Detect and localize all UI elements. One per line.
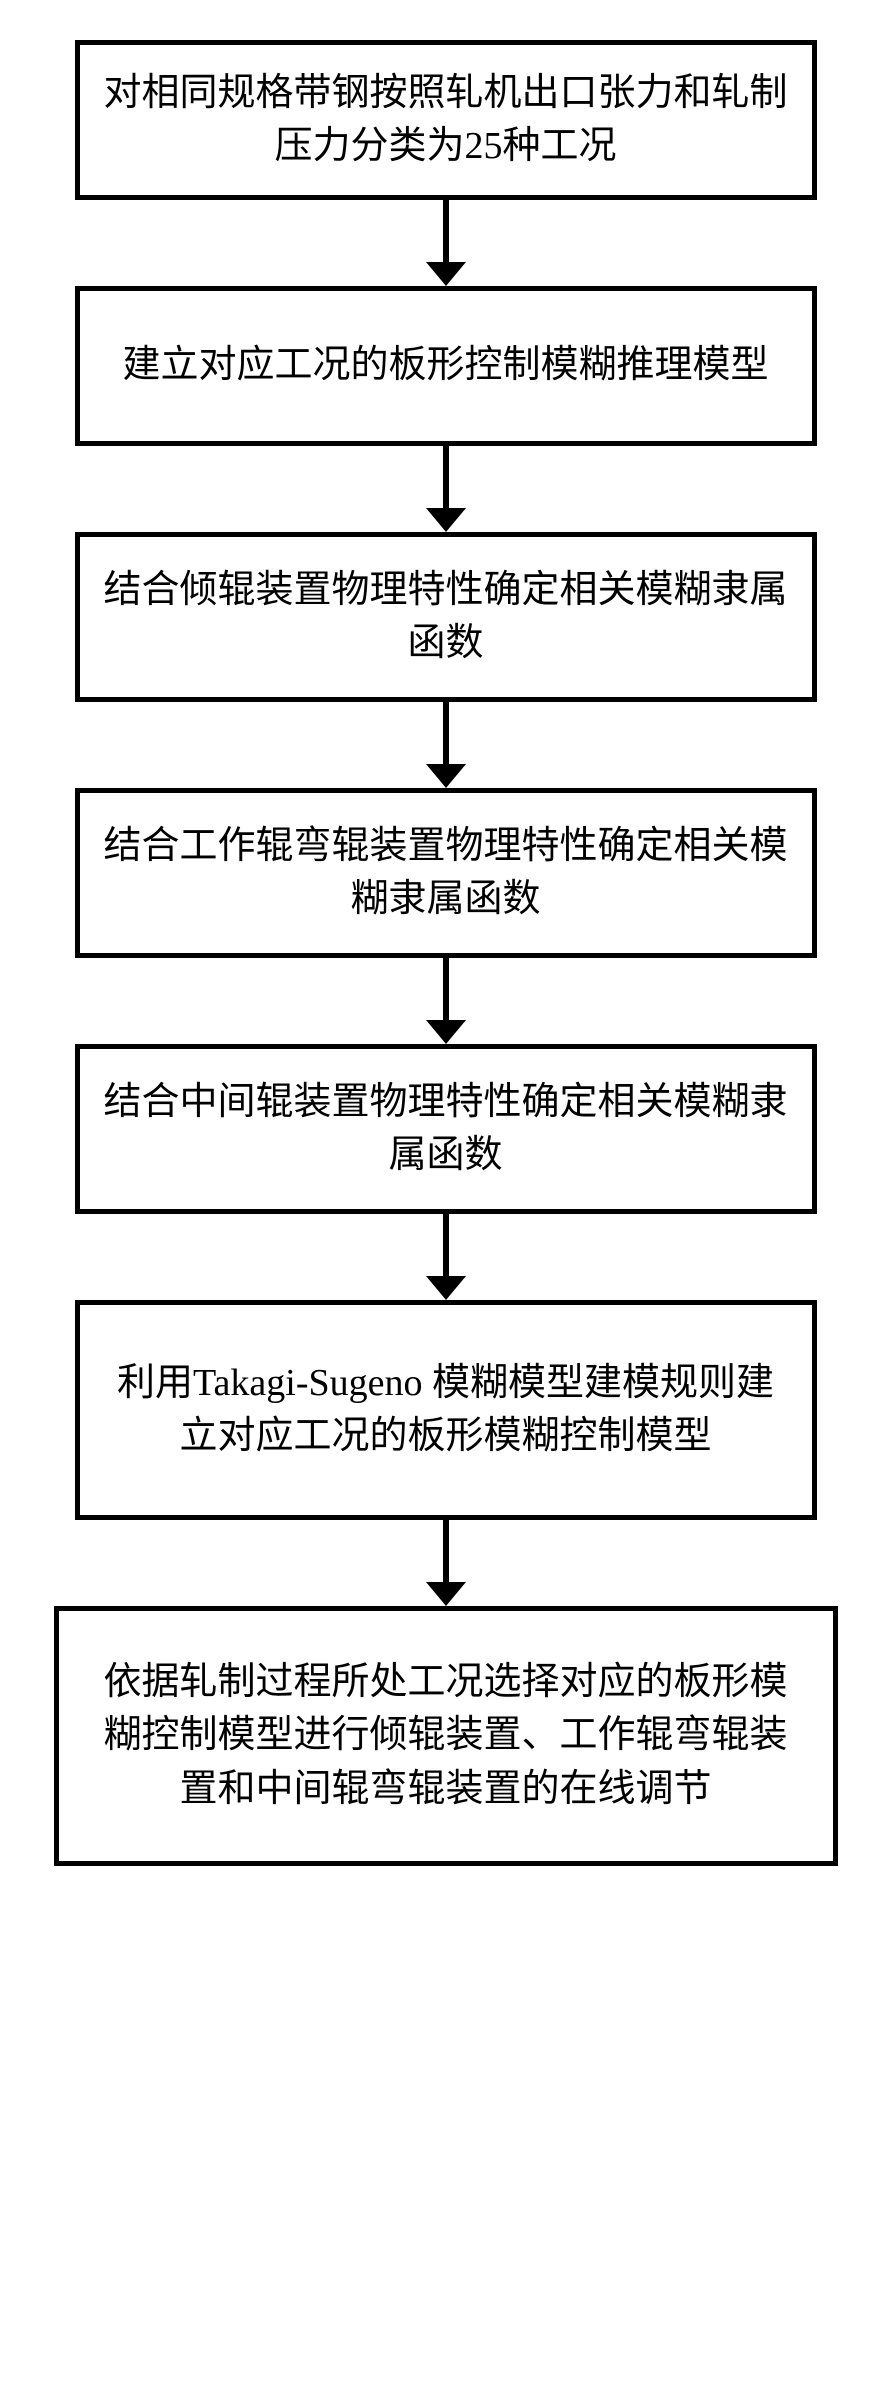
arrow-line xyxy=(443,446,449,508)
arrow-head-icon xyxy=(426,262,466,286)
arrow-head-icon xyxy=(426,508,466,532)
arrow-head-icon xyxy=(426,1582,466,1606)
arrow-line xyxy=(443,1214,449,1276)
arrow-head-icon xyxy=(426,764,466,788)
flow-step-1: 对相同规格带钢按照轧机出口张力和轧制压力分类为25种工况 xyxy=(75,40,817,200)
arrow-head-icon xyxy=(426,1020,466,1044)
arrow-down-6 xyxy=(426,1520,466,1606)
flow-step-4: 结合工作辊弯辊装置物理特性确定相关模糊隶属函数 xyxy=(75,788,817,958)
arrow-down-5 xyxy=(426,1214,466,1300)
arrow-line xyxy=(443,200,449,262)
arrow-down-1 xyxy=(426,200,466,286)
arrow-down-2 xyxy=(426,446,466,532)
flow-step-2: 建立对应工况的板形控制模糊推理模型 xyxy=(75,286,817,446)
flow-step-6: 利用Takagi-Sugeno 模糊模型建模规则建立对应工况的板形模糊控制模型 xyxy=(75,1300,817,1520)
arrow-head-icon xyxy=(426,1276,466,1300)
flow-step-7: 依据轧制过程所处工况选择对应的板形模糊控制模型进行倾辊装置、工作辊弯辊装置和中间… xyxy=(54,1606,838,1866)
arrow-line xyxy=(443,702,449,764)
arrow-line xyxy=(443,958,449,1020)
flow-step-5: 结合中间辊装置物理特性确定相关模糊隶属函数 xyxy=(75,1044,817,1214)
arrow-line xyxy=(443,1520,449,1582)
arrow-down-4 xyxy=(426,958,466,1044)
flowchart-container: 对相同规格带钢按照轧机出口张力和轧制压力分类为25种工况建立对应工况的板形控制模… xyxy=(54,40,838,1866)
flow-step-3: 结合倾辊装置物理特性确定相关模糊隶属函数 xyxy=(75,532,817,702)
arrow-down-3 xyxy=(426,702,466,788)
